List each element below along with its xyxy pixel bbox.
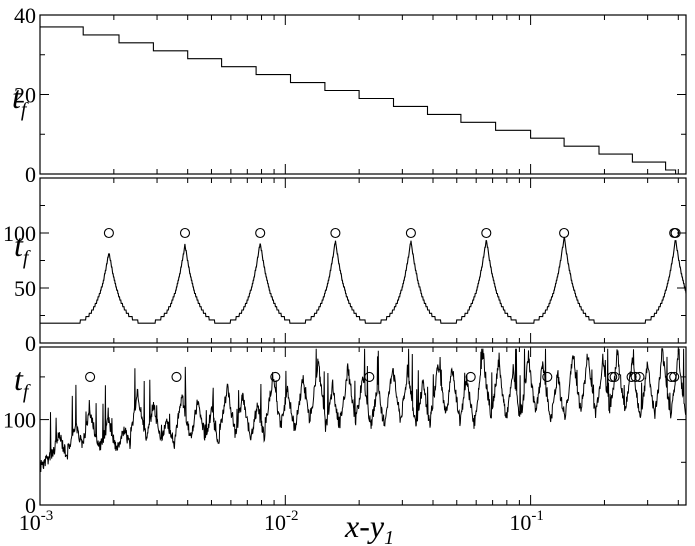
marker-circle <box>666 371 677 382</box>
marker-circle <box>669 371 680 382</box>
marker-circle <box>607 371 618 382</box>
panel-top-ylabel: tf <box>12 79 29 121</box>
marker-circle <box>405 227 416 239</box>
marker-circle <box>670 227 681 239</box>
marker-circle <box>465 371 476 382</box>
marker-circle <box>609 371 620 382</box>
panel-bottom-ylabel: tf <box>14 361 31 403</box>
x-axis-label: x-y1 <box>344 508 394 546</box>
panel-top-series-line <box>39 26 677 174</box>
marker-circle <box>481 227 492 239</box>
panel-top-y-ticks: 0 20 40 <box>14 3 686 187</box>
panel-top: 0 20 40 tf <box>12 3 687 187</box>
panel-middle-series-line <box>40 236 687 324</box>
panel-bottom-series-line <box>39 348 687 473</box>
panel-bottom-frame <box>39 346 687 506</box>
panel-middle-x-ticks <box>39 178 679 343</box>
y-tick-label: 40 <box>14 3 36 28</box>
panel-top-frame <box>39 14 687 175</box>
panel-bottom-y-ticks: 0 100 <box>3 376 686 518</box>
panel-bottom: 0 100 tf <box>3 346 687 518</box>
y-tick-label: 0 <box>25 493 36 518</box>
marker-circle <box>179 227 191 239</box>
panel-bottom-x-ticks <box>39 347 679 505</box>
marker-circle <box>171 371 182 382</box>
y-tick-label: 0 <box>25 162 36 187</box>
marker-circle <box>270 371 281 382</box>
marker-circle <box>630 371 641 382</box>
panel-middle-ylabel: tf <box>14 227 31 269</box>
panel-top-x-ticks <box>39 15 679 174</box>
x-axis-tick-labels: 10-3 10-2 10-1 <box>19 508 544 535</box>
x-tick-label: 10-2 <box>264 508 299 535</box>
marker-circle <box>626 371 637 382</box>
y-tick-label: 50 <box>14 276 36 301</box>
y-tick-label: 100 <box>3 408 36 433</box>
marker-circle <box>634 371 645 382</box>
marker-circle <box>542 371 553 382</box>
marker-circle <box>103 227 114 239</box>
marker-circle <box>255 227 266 239</box>
y-tick-label: 0 <box>25 331 36 356</box>
y-tick-label: 20 <box>14 83 36 108</box>
panel-bottom-markers <box>85 371 680 382</box>
marker-circle <box>364 371 375 382</box>
panel-middle-y-ticks: 0 50 100 <box>3 205 686 356</box>
marker-circle <box>330 227 341 239</box>
marker-circle <box>559 227 570 239</box>
x-tick-label: 10-3 <box>19 508 54 535</box>
panel-middle: 0 50 100 tf <box>3 177 687 356</box>
panel-middle-markers <box>103 227 681 239</box>
marker-circle <box>85 371 96 382</box>
y-tick-label: 100 <box>3 221 36 246</box>
x-tick-label: 10-1 <box>509 508 544 535</box>
